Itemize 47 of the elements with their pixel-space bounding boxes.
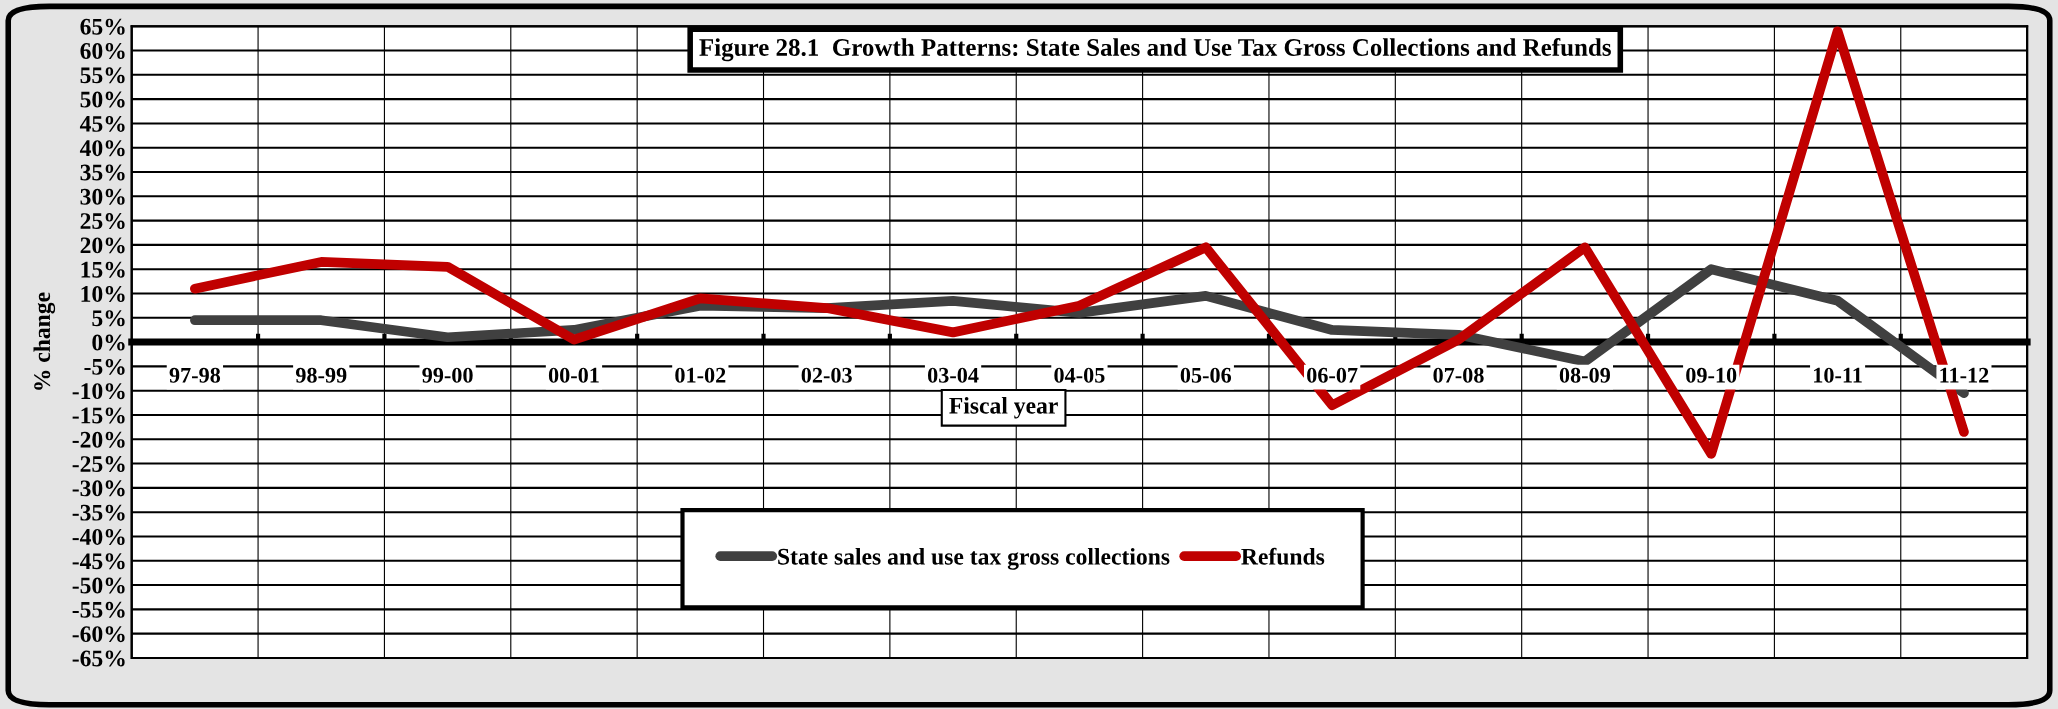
x-tick-label: 10-11 — [1814, 367, 1862, 383]
y-tick-label: -45% — [72, 553, 125, 570]
x-tick-label: 08-09 — [1559, 367, 1610, 383]
y-tick-label: -65% — [72, 650, 125, 667]
y-tick-label: 5% — [92, 310, 125, 327]
x-tick-label: 02-03 — [801, 367, 852, 383]
y-tick-label: -35% — [72, 504, 125, 521]
y-tick-label: -40% — [72, 528, 125, 545]
x-tick-label: 03-04 — [927, 367, 979, 383]
y-tick-label: 25% — [80, 213, 125, 230]
y-tick-label: 50% — [80, 91, 125, 108]
x-tick-label: 97-98 — [169, 367, 221, 383]
y-tick-label: 40% — [79, 140, 125, 157]
x-tick-label: 98-99 — [295, 367, 347, 383]
y-tick-label: 20% — [80, 237, 125, 254]
x-tick-label: 07-08 — [1433, 367, 1484, 383]
x-axis-title: Fiscal year — [949, 397, 1058, 419]
y-tick-label: 10% — [81, 285, 125, 302]
legend-label: State sales and use tax gross collections — [778, 548, 1170, 570]
y-tick-label: 35% — [80, 164, 125, 181]
legend-label: Refunds — [1241, 547, 1325, 565]
y-axis-title: % change — [33, 292, 56, 390]
y-tick-label: 60% — [80, 43, 125, 60]
y-tick-label: -10% — [72, 383, 125, 400]
x-tick-label: 09-10 — [1686, 367, 1737, 383]
y-tick-label: -20% — [72, 431, 125, 448]
y-tick-label: -25% — [72, 456, 125, 473]
x-tick-label: 04-05 — [1054, 367, 1105, 383]
y-tick-label: 0% — [92, 334, 125, 351]
y-tick-label: -30% — [72, 480, 125, 497]
x-tick-label: 05-06 — [1180, 367, 1232, 383]
y-tick-label: 55% — [80, 67, 125, 84]
y-tick-label: -5% — [84, 358, 125, 375]
y-tick-label: 65% — [80, 18, 125, 35]
y-tick-label: -50% — [72, 577, 125, 594]
x-tick-label: 99-00 — [422, 367, 473, 383]
chart-title: Figure 28.1 Growth Patterns: State Sales and Use Tax Gross Collections and Refunds — [699, 38, 1611, 62]
x-tick-label: 01-02 — [675, 367, 726, 383]
y-tick-label: 15% — [81, 261, 125, 278]
x-tick-label: 00-01 — [548, 367, 599, 383]
x-tick-label: 06-07 — [1307, 367, 1358, 383]
x-tick-label: 11-12 — [1940, 367, 1989, 383]
y-tick-label: 30% — [80, 188, 125, 205]
y-tick-label: -15% — [72, 407, 125, 424]
y-tick-label: -60% — [72, 626, 125, 643]
y-tick-label: 45% — [79, 115, 125, 132]
y-tick-label: -55% — [72, 601, 125, 618]
